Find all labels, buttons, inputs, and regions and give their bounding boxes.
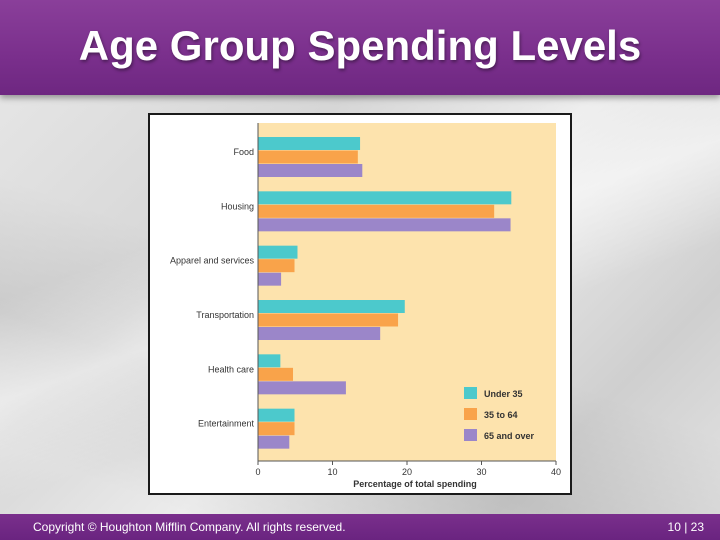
bar-transportation-65-and-over (258, 327, 381, 340)
legend-label-65-and-over: 65 and over (484, 431, 535, 441)
title-bar: Age Group Spending Levels (0, 0, 720, 95)
legend-swatch-35-to-64 (464, 408, 477, 420)
category-label-food: Food (233, 147, 254, 157)
category-label-health-care: Health care (208, 364, 254, 374)
bar-food-under-35 (258, 137, 361, 150)
legend-label-under-35: Under 35 (484, 389, 523, 399)
bar-apparel-and-services-65-and-over (258, 272, 282, 286)
bar-housing-65-and-over (258, 218, 511, 232)
x-tick-label-30: 30 (476, 467, 486, 477)
bar-entertainment-65-and-over (258, 435, 290, 449)
bar-health-care-35-to-64 (258, 367, 294, 381)
bar-entertainment-35-to-64 (258, 422, 295, 436)
legend-swatch-65-and-over (464, 429, 477, 441)
bar-housing-under-35 (258, 191, 512, 205)
bar-health-care-65-and-over (258, 381, 346, 395)
bar-entertainment-under-35 (258, 408, 295, 422)
bar-health-care-under-35 (258, 354, 281, 368)
slide-title: Age Group Spending Levels (78, 22, 642, 69)
x-axis-title: Percentage of total spending (353, 479, 477, 489)
legend-label-35-to-64: 35 to 64 (484, 410, 518, 420)
footer-bar: Copyright © Houghton Mifflin Company. Al… (0, 514, 720, 540)
x-tick-label-10: 10 (327, 467, 337, 477)
x-tick-label-0: 0 (255, 467, 260, 477)
plot-area (258, 123, 556, 461)
category-label-entertainment: Entertainment (198, 419, 255, 429)
bar-food-65-and-over (258, 164, 363, 177)
category-label-apparel-and-services: Apparel and services (170, 256, 255, 266)
chart-frame: Food Housing Apparel and services Transport… (148, 113, 572, 495)
copyright-text: Copyright © Houghton Mifflin Company. Al… (33, 520, 346, 534)
bar-food-35-to-64 (258, 150, 358, 164)
bar-housing-35-to-64 (258, 204, 495, 218)
x-tick-label-40: 40 (551, 467, 561, 477)
page-number: 10 | 23 (667, 520, 704, 534)
bar-apparel-and-services-35-to-64 (258, 259, 295, 273)
category-label-housing: Housing (221, 201, 254, 211)
bar-transportation-35-to-64 (258, 313, 399, 327)
bar-transportation-under-35 (258, 300, 405, 313)
category-label-transportation: Transportation (196, 310, 254, 320)
x-tick-label-20: 20 (402, 467, 412, 477)
bar-apparel-and-services-under-35 (258, 245, 298, 259)
legend-swatch-under-35 (464, 387, 477, 399)
bar-chart: Food Housing Apparel and services Transport… (170, 123, 561, 489)
